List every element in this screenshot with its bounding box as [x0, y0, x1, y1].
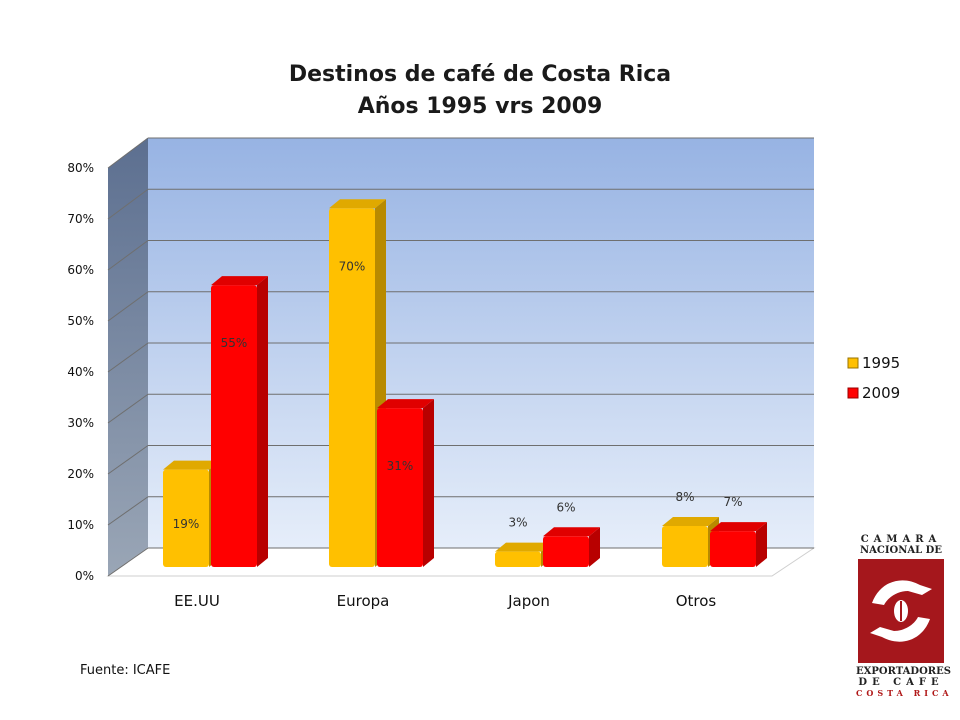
logo-emblem [858, 559, 944, 663]
y-tick-label: 10% [67, 518, 94, 532]
y-tick-label: 20% [67, 467, 94, 481]
bar-top [211, 276, 268, 286]
x-tick-label: EE.UU [174, 592, 220, 610]
y-tick-label: 40% [67, 365, 94, 379]
legend-label: 1995 [862, 354, 900, 372]
x-tick-label: Europa [337, 592, 390, 610]
gridline-side [107, 137, 149, 169]
gridline-side [107, 496, 149, 526]
data-label: 31% [387, 459, 414, 473]
chart-title: Destinos de café de Costa Rica [288, 62, 672, 87]
x-tick-label: Japon [507, 592, 550, 610]
legend-swatch [847, 387, 859, 399]
y-tick-label: 30% [67, 416, 94, 430]
bar-top [662, 517, 719, 526]
gridline-side [107, 445, 149, 475]
chart-subtitle: Años 1995 vrs 2009 [357, 94, 603, 119]
data-label: 55% [221, 336, 248, 350]
legend-swatch [847, 357, 859, 369]
bar-1995-europa [329, 208, 375, 567]
data-label: 3% [508, 516, 527, 530]
data-label: 7% [723, 495, 742, 509]
data-label: 6% [556, 500, 575, 514]
x-tick-label: Otros [676, 592, 717, 610]
bar-side [589, 527, 600, 567]
bar-1995-japon [495, 551, 541, 567]
data-label: 70% [339, 259, 366, 273]
bar-side [756, 522, 767, 567]
legend-label: 2009 [862, 384, 900, 402]
data-label: 19% [173, 517, 200, 531]
bar-2009-otros [710, 531, 756, 567]
bar-2009-japon [543, 536, 589, 567]
y-tick-label: 70% [67, 212, 94, 226]
bar-1995-otros [662, 526, 708, 567]
gridline-side [107, 342, 149, 373]
logo-line-5: COSTA RICA [856, 688, 953, 698]
data-label: 8% [675, 490, 694, 504]
bar-top [329, 199, 386, 209]
bar-2009-eeuu [211, 285, 257, 567]
source-note: Fuente: ICAFE [80, 663, 171, 678]
gridline-side [107, 547, 149, 577]
logo: CAMARA NACIONAL DE EXPORTADORES DE CAFE … [856, 534, 953, 712]
bar-top [377, 399, 434, 409]
logo-line-2: NACIONAL DE [860, 545, 942, 556]
y-tick-label: 80% [67, 161, 94, 175]
gridline-side [107, 291, 149, 322]
bar-side [257, 276, 268, 567]
y-tick-label: 60% [67, 263, 94, 277]
logo-line-1: CAMARA [860, 534, 942, 545]
y-tick-label: 50% [67, 314, 94, 328]
gridline-side [107, 240, 149, 271]
logo-line-4: DE CAFE [858, 677, 944, 688]
bar-top [163, 460, 220, 470]
bar-1995-eeuu [163, 469, 209, 567]
bar-top [543, 527, 600, 537]
logo-line-3: EXPORTADORES [856, 666, 951, 677]
bar-top [710, 522, 767, 532]
y-tick-label: 0% [75, 569, 94, 583]
bar-side [423, 399, 434, 567]
gridline-side [107, 188, 149, 220]
bar-2009-europa [377, 408, 423, 567]
bar-top [495, 542, 552, 552]
gridline-side [107, 393, 149, 424]
